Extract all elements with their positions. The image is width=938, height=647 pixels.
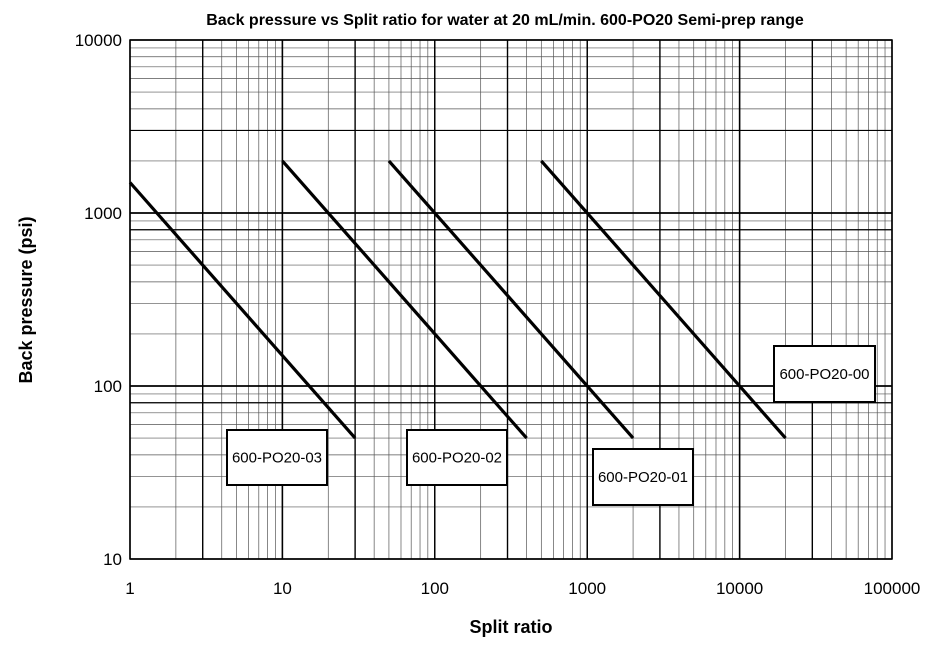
series-label-box: 600-PO20-02: [406, 429, 508, 486]
y-axis-label: Back pressure (psi): [16, 216, 36, 383]
x-tick-label: 1: [125, 579, 134, 598]
x-tick-label: 100: [421, 579, 449, 598]
label-box-frame: [592, 448, 694, 506]
series-line: [281, 159, 528, 440]
y-tick-label: 10: [103, 550, 122, 569]
series-label-box: 600-PO20-00: [773, 345, 876, 403]
series-line: [540, 159, 787, 440]
x-axis-label: Split ratio: [469, 617, 552, 637]
y-tick-label: 1000: [84, 204, 122, 223]
label-box-frame: [773, 345, 876, 403]
series-label-box: 600-PO20-03: [226, 429, 328, 486]
series-label-box: 600-PO20-01: [592, 448, 694, 506]
y-tick-label: 100: [94, 377, 122, 396]
series-lines: [128, 159, 787, 440]
plot-area-border: [129, 39, 893, 560]
label-box-frame: [226, 429, 328, 486]
y-tick-labels: 10 100 1000 10000: [75, 31, 122, 569]
x-tick-label: 1000: [568, 579, 606, 598]
label-box-frame: [406, 429, 508, 486]
series-line: [387, 159, 635, 440]
series-line: [128, 181, 357, 440]
y-tick-label: 10000: [75, 31, 122, 50]
series-label: 600-PO20-01: [598, 469, 688, 486]
chart-title: Back pressure vs Split ratio for water a…: [206, 12, 804, 29]
x-tick-label: 10: [273, 579, 292, 598]
series-label: 600-PO20-02: [412, 450, 502, 467]
series-label: 600-PO20-00: [779, 366, 869, 383]
reference-lines: [130, 129, 892, 404]
series-label: 600-PO20-03: [232, 450, 322, 467]
x-tick-label: 100000: [864, 579, 921, 598]
x-tick-labels: 1 10 100 1000 10000 100000: [125, 579, 920, 598]
x-tick-label: 10000: [716, 579, 763, 598]
series-labels: 600-PO20-03 600-PO20-02 600-PO20-01 600-PO2…: [226, 345, 876, 506]
